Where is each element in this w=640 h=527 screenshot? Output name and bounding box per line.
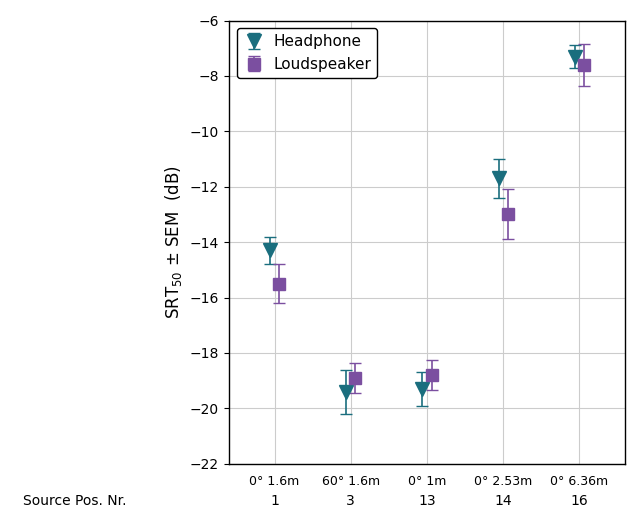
Text: 14: 14 [494, 494, 512, 509]
Text: 13: 13 [418, 494, 436, 509]
Text: 0° 1m: 0° 1m [408, 475, 446, 488]
Text: Source Pos. Nr.: Source Pos. Nr. [22, 494, 126, 509]
Y-axis label: SRT$_{50}$ ± SEM  (dB): SRT$_{50}$ ± SEM (dB) [163, 165, 184, 319]
Text: 3: 3 [346, 494, 355, 509]
Legend: Headphone, Loudspeaker: Headphone, Loudspeaker [237, 28, 377, 78]
Text: 0° 1.6m: 0° 1.6m [250, 475, 300, 488]
Text: 0° 6.36m: 0° 6.36m [550, 475, 609, 488]
Text: 60° 1.6m: 60° 1.6m [322, 475, 380, 488]
Text: 16: 16 [570, 494, 588, 509]
Text: 0° 2.53m: 0° 2.53m [474, 475, 532, 488]
Text: 1: 1 [270, 494, 279, 509]
